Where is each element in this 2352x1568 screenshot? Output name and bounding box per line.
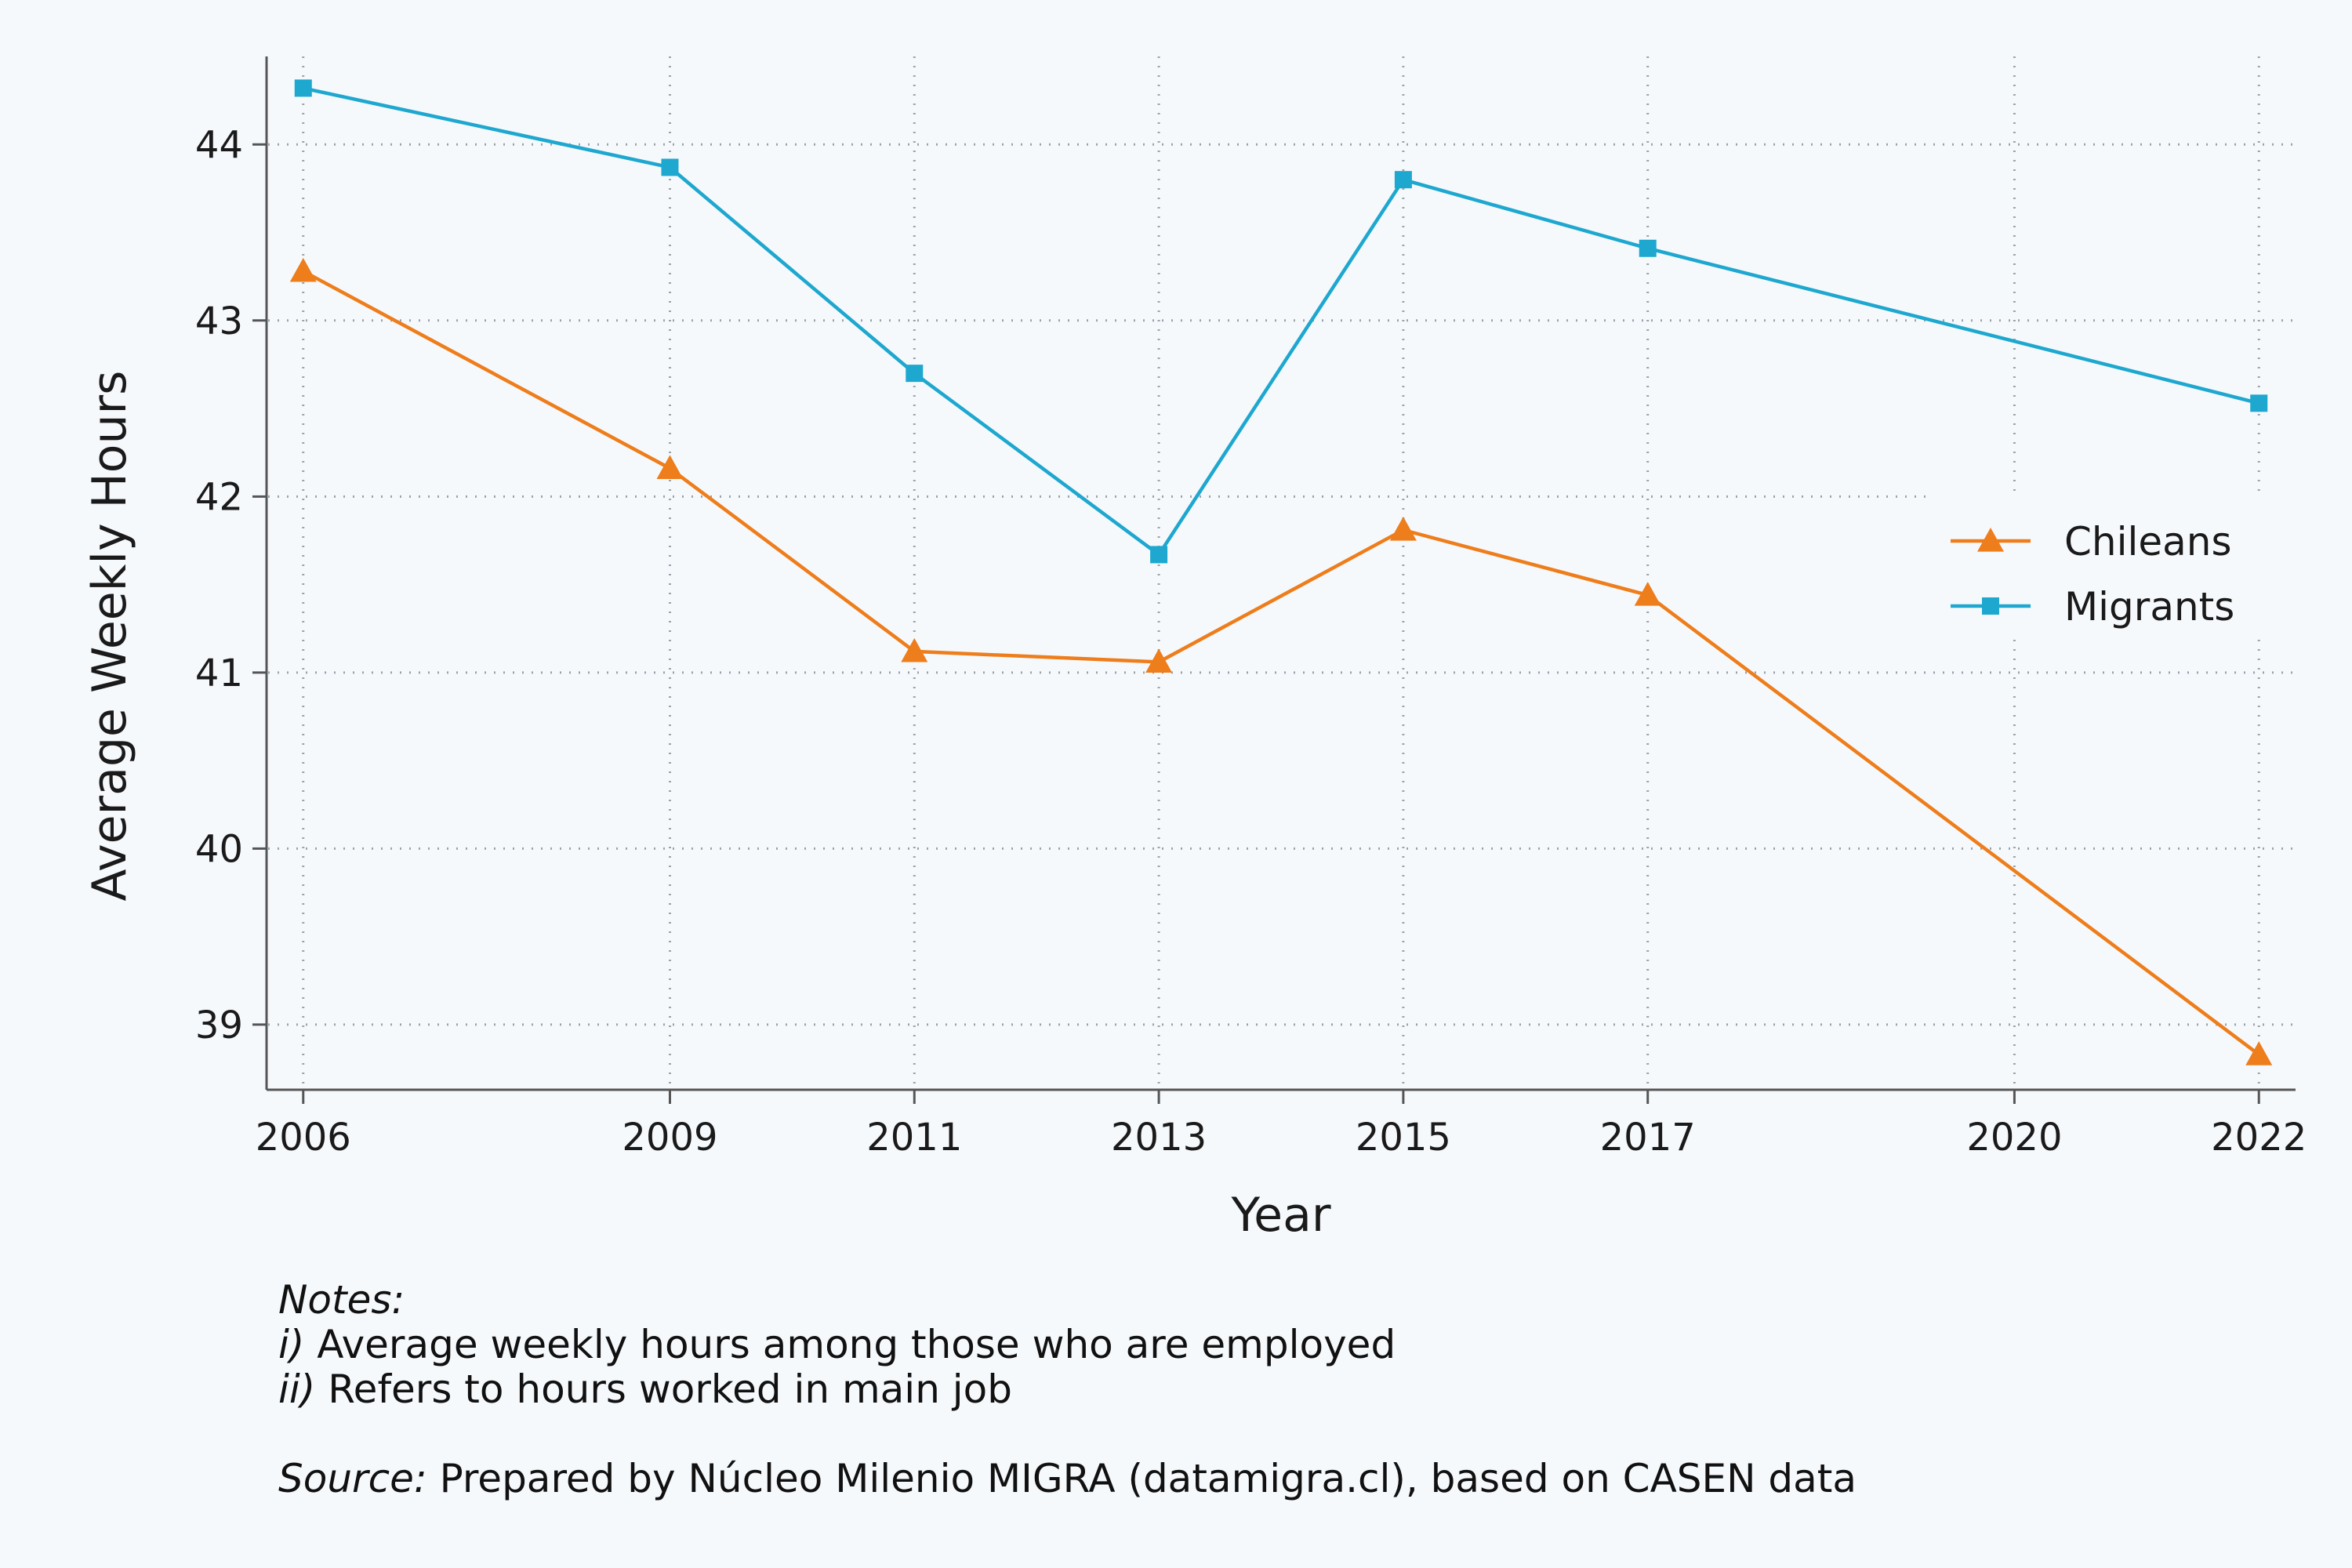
x-tick-label: 2015 (1356, 1116, 1451, 1160)
y-axis-title: Average Weekly Hours (82, 371, 137, 902)
square-marker (1394, 171, 1412, 189)
x-tick-label: 2017 (1600, 1116, 1696, 1160)
axes: 39 40 41 42 43 44 2006 2009 2011 2013 2015 2017 2020… (82, 56, 2307, 1243)
triangle-marker (289, 257, 317, 282)
x-tick-label: 2009 (622, 1116, 717, 1160)
source-text: Prepared by Núcleo Milenio MIGRA (datami… (426, 1456, 1857, 1501)
note-marker: i) (278, 1322, 305, 1367)
legend-label: Migrants (2064, 584, 2234, 630)
y-tick-label: 42 (195, 475, 243, 519)
y-tick-label: 43 (195, 299, 243, 343)
y-tick-label: 40 (195, 827, 243, 871)
legend-background (1929, 494, 2297, 639)
square-marker (2250, 394, 2268, 412)
square-marker (661, 158, 679, 176)
series-line (302, 269, 2260, 1056)
x-tick-label: 2022 (2211, 1116, 2307, 1160)
triangle-marker (1389, 516, 1417, 541)
y-tick-label: 39 (195, 1004, 243, 1047)
legend-entry: Chileans (1951, 519, 2232, 564)
x-tick-label: 2013 (1111, 1116, 1207, 1160)
x-tick-label: 2020 (1966, 1116, 2062, 1160)
square-marker (906, 365, 924, 383)
triangle-marker (656, 455, 684, 480)
triangle-marker (1634, 582, 1661, 606)
note-marker: ii) (278, 1367, 316, 1412)
series-migrants (294, 79, 2268, 564)
note-text: Refers to hours worked in main job (315, 1367, 1012, 1412)
note-item: ii) Refers to hours worked in main job (278, 1367, 1857, 1412)
triangle-marker (1977, 528, 2004, 552)
square-marker (294, 79, 312, 97)
square-marker (1150, 546, 1168, 564)
square-marker (1639, 239, 1657, 257)
note-item: i) Average weekly hours among those who … (278, 1323, 1857, 1367)
x-tick-label: 2006 (256, 1116, 351, 1160)
notes-heading: Notes: (278, 1277, 405, 1323)
series-chileans (289, 257, 2273, 1065)
source-label: Source: (278, 1456, 427, 1501)
x-axis-title: Year (1230, 1188, 1330, 1243)
triangle-marker (1145, 648, 1173, 673)
legend-label: Chileans (2064, 519, 2232, 564)
y-tick-label: 41 (195, 652, 243, 695)
legend: Chileans Migrants (1929, 494, 2297, 639)
triangle-marker (901, 637, 928, 662)
y-tick-label: 44 (195, 123, 243, 167)
source-line: Source: Prepared by Núcleo Milenio MIGRA… (278, 1457, 1857, 1501)
x-tick-label: 2011 (866, 1116, 962, 1160)
triangle-marker (2245, 1041, 2273, 1065)
legend-entry: Migrants (1951, 584, 2234, 630)
square-marker (1982, 597, 1999, 615)
series (289, 79, 2273, 1065)
note-text: Average weekly hours among those who are… (304, 1322, 1396, 1367)
series-line (303, 86, 2259, 557)
chart-notes: Notes: i) Average weekly hours among tho… (278, 1278, 1857, 1501)
